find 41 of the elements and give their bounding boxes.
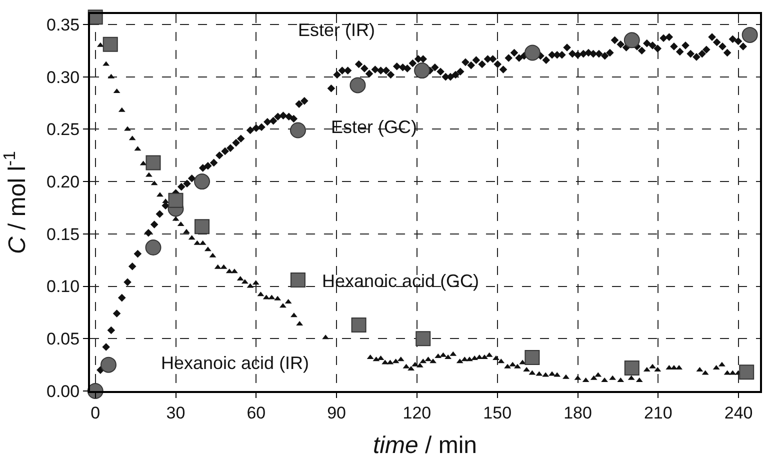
point bbox=[624, 360, 640, 376]
point bbox=[290, 272, 306, 288]
point bbox=[416, 331, 431, 346]
point bbox=[290, 122, 306, 138]
annotation: Ester (IR) bbox=[298, 20, 376, 40]
x-tick-label: 240 bbox=[724, 403, 753, 422]
point bbox=[146, 155, 161, 170]
y-tick-label: 0.20 bbox=[46, 172, 80, 192]
x-tick-label: 90 bbox=[327, 403, 346, 422]
y-tick-label: 0.15 bbox=[46, 224, 80, 244]
y-tick-label: 0.25 bbox=[46, 120, 80, 140]
point bbox=[739, 364, 754, 380]
y-tick-label: 0.30 bbox=[46, 68, 80, 87]
y-tick-label: 0.00 bbox=[46, 382, 80, 401]
point bbox=[100, 356, 116, 373]
point bbox=[168, 192, 184, 208]
x-tick-label: 210 bbox=[644, 403, 672, 422]
point bbox=[194, 219, 210, 234]
point bbox=[524, 350, 540, 365]
x-tick-label: 180 bbox=[564, 403, 592, 422]
point bbox=[145, 240, 162, 256]
point bbox=[102, 36, 118, 52]
point bbox=[351, 318, 366, 333]
point bbox=[414, 62, 430, 79]
y-tick-label: 0.05 bbox=[46, 330, 80, 349]
point bbox=[524, 44, 540, 61]
point bbox=[624, 32, 640, 48]
x-tick-label: 60 bbox=[246, 403, 266, 422]
point bbox=[350, 77, 366, 94]
annotation: Hexanoic acid (IR) bbox=[161, 353, 310, 373]
annotation: Ester (GC) bbox=[331, 117, 418, 137]
y-tick-label: 0.35 bbox=[46, 15, 80, 34]
annotation: Hexanoic acid (GC) bbox=[322, 271, 480, 291]
x-tick-label: 30 bbox=[166, 403, 186, 422]
point bbox=[194, 174, 210, 190]
x-tick-label: 150 bbox=[483, 403, 512, 422]
x-tick-label: 0 bbox=[90, 403, 100, 422]
x-axis-title: time / min bbox=[372, 432, 478, 460]
x-tick-label: 120 bbox=[402, 403, 432, 422]
y-tick-label: 0.10 bbox=[46, 277, 80, 296]
point bbox=[742, 26, 758, 43]
